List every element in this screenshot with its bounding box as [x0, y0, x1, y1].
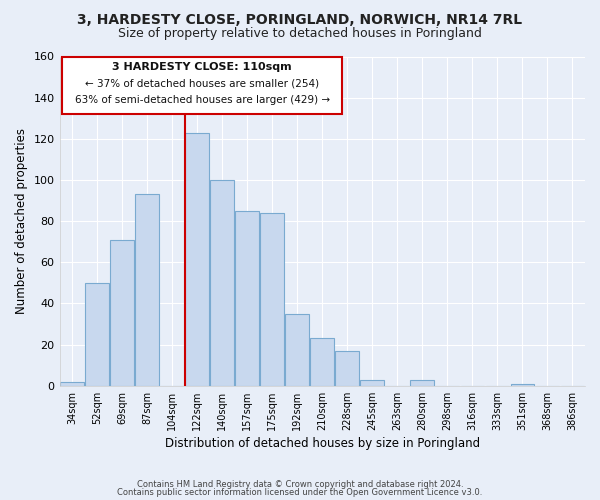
Bar [60, 382, 84, 386]
X-axis label: Distribution of detached houses by size in Poringland: Distribution of detached houses by size … [165, 437, 480, 450]
Bar [260, 213, 284, 386]
FancyBboxPatch shape [62, 56, 342, 114]
Bar [310, 338, 334, 386]
Bar [185, 132, 209, 386]
Bar [210, 180, 234, 386]
Bar [335, 351, 359, 386]
Bar [286, 314, 309, 386]
Bar [110, 240, 134, 386]
Y-axis label: Number of detached properties: Number of detached properties [15, 128, 28, 314]
Bar [410, 380, 434, 386]
Bar [235, 211, 259, 386]
Bar [85, 283, 109, 386]
Bar [361, 380, 384, 386]
Text: Size of property relative to detached houses in Poringland: Size of property relative to detached ho… [118, 28, 482, 40]
Text: ← 37% of detached houses are smaller (254): ← 37% of detached houses are smaller (25… [85, 78, 319, 88]
Text: Contains public sector information licensed under the Open Government Licence v3: Contains public sector information licen… [118, 488, 482, 497]
Text: 63% of semi-detached houses are larger (429) →: 63% of semi-detached houses are larger (… [74, 94, 330, 104]
Text: 3 HARDESTY CLOSE: 110sqm: 3 HARDESTY CLOSE: 110sqm [112, 62, 292, 72]
Bar [135, 194, 159, 386]
Text: 3, HARDESTY CLOSE, PORINGLAND, NORWICH, NR14 7RL: 3, HARDESTY CLOSE, PORINGLAND, NORWICH, … [77, 12, 523, 26]
Text: Contains HM Land Registry data © Crown copyright and database right 2024.: Contains HM Land Registry data © Crown c… [137, 480, 463, 489]
Bar [511, 384, 535, 386]
